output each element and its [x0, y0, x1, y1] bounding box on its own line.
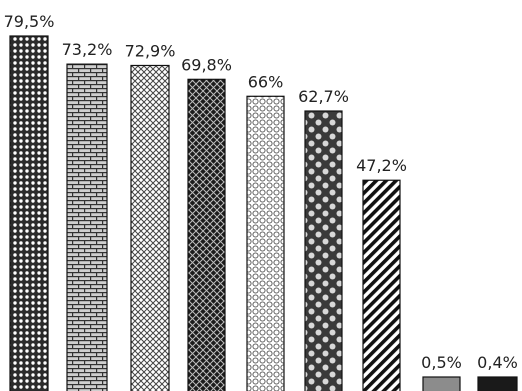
data-label-3: 72,9% — [125, 41, 176, 60]
bars-group — [9, 35, 518, 391]
data-label-6: 62,7% — [298, 87, 349, 106]
bar-4 — [187, 78, 226, 391]
data-label-4: 69,8% — [181, 55, 232, 74]
data-label-8: 0,5% — [421, 353, 462, 372]
bar-6 — [304, 110, 343, 391]
bar-1 — [9, 35, 49, 391]
data-label-7: 47,2% — [356, 156, 407, 175]
bar-9 — [477, 376, 518, 391]
data-labels-group: 79,5% 73,2% 72,9% 69,8% 66% 62,7% 47,2% 0,5% 0,4… — [4, 12, 518, 372]
bar-5 — [246, 95, 285, 391]
data-label-2: 73,2% — [62, 40, 113, 59]
bar-3 — [130, 64, 170, 391]
data-label-9: 0,4% — [477, 353, 518, 372]
data-label-1: 79,5% — [4, 12, 55, 31]
data-label-5: 66% — [248, 72, 284, 91]
bar-8 — [422, 376, 461, 391]
bar-7 — [362, 179, 401, 391]
bar-2 — [66, 63, 108, 391]
